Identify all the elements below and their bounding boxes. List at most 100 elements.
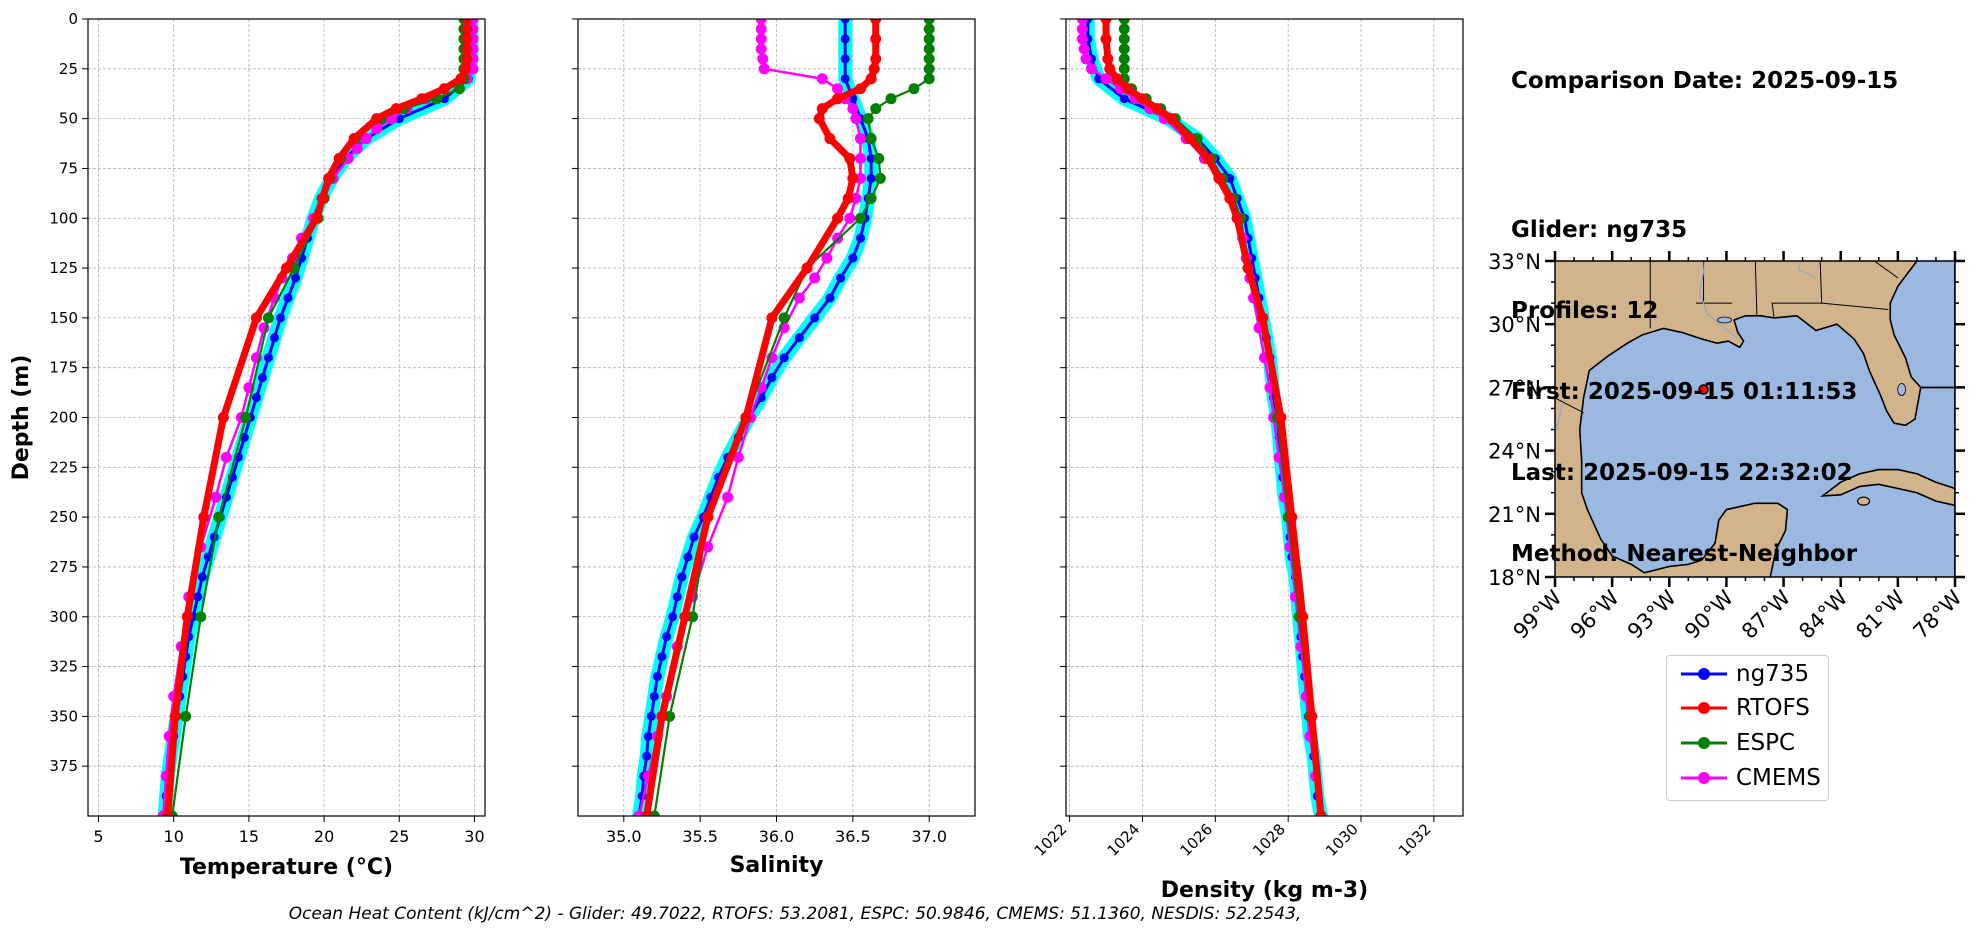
first-time: First: 2025-09-15 01:11:53: [1511, 379, 1858, 405]
data-point: [793, 292, 805, 304]
data-point: [1118, 63, 1130, 75]
legend-marker: [1698, 737, 1710, 749]
y-tick-label: 250: [49, 508, 78, 526]
data-point: [689, 532, 699, 542]
data-point: [1122, 83, 1134, 95]
map-frame: [1554, 260, 1956, 578]
x-tick-label: 36.5: [835, 827, 871, 846]
data-point: [801, 262, 813, 274]
data-point: [1213, 172, 1225, 184]
data-point: [283, 293, 293, 303]
data-point: [652, 672, 662, 682]
data-point: [461, 23, 473, 35]
y-tick-label: 175: [49, 359, 78, 377]
x-tick-label: 35.0: [606, 827, 642, 846]
data-point: [455, 73, 467, 85]
data-point: [1085, 63, 1097, 75]
data-point: [923, 43, 935, 55]
y-tick-label: 350: [49, 707, 78, 725]
data-point: [1076, 19, 1088, 25]
data-point: [854, 83, 866, 95]
data-point: [687, 611, 699, 623]
data-point: [832, 83, 844, 95]
data-point: [195, 611, 207, 623]
data-point: [870, 19, 882, 25]
y-tick-label: 200: [49, 409, 78, 427]
border-line: [1821, 302, 1889, 310]
data-point: [840, 19, 850, 24]
data-point: [1118, 33, 1130, 45]
x-tick-label: 10: [164, 827, 184, 846]
x-tick-label: 36.0: [759, 827, 795, 846]
data-point: [459, 63, 471, 75]
data-point: [1224, 192, 1236, 204]
data-point: [854, 212, 866, 224]
comparison-date: Comparison Date: 2025-09-15: [1511, 68, 1899, 94]
x-tick-label: 1028: [1249, 820, 1289, 860]
data-point: [779, 353, 789, 363]
atlantic-ocean: [1889, 261, 1955, 389]
x-tick-label: 1032: [1395, 820, 1435, 860]
x-tick-label: 1026: [1176, 820, 1216, 860]
map-lat-label: 21°N: [1488, 503, 1541, 527]
data-point: [866, 153, 876, 163]
data-point: [758, 63, 770, 75]
x-tick-label: 30: [464, 827, 484, 846]
data-point: [816, 73, 828, 85]
gulf-ocean: [1578, 314, 1955, 577]
legend-item: ng735: [1679, 659, 1824, 689]
series-rtofs: [641, 19, 882, 816]
method: Method: Nearest-Neighbor: [1511, 541, 1858, 567]
data-point: [1306, 710, 1318, 722]
data-point: [923, 23, 935, 35]
data-point: [251, 393, 261, 403]
data-point: [679, 611, 691, 623]
legend-label: ESPC: [1736, 730, 1796, 756]
data-point: [923, 19, 935, 25]
cuba-landmass: [1820, 468, 1955, 507]
data-point: [1100, 33, 1112, 45]
data-point: [865, 133, 877, 145]
data-point: [646, 711, 656, 721]
data-point: [850, 192, 862, 204]
y-tick-label: 100: [49, 209, 78, 227]
data-point: [1118, 43, 1130, 55]
salinity-panel: 35.0 35.5 36.0 36.5 37.0 Salinity: [572, 18, 976, 878]
y-tick-label: 75: [59, 159, 78, 177]
data-point: [1297, 611, 1309, 623]
data-point: [317, 192, 329, 204]
data-point: [923, 33, 935, 45]
data-point: [809, 272, 821, 284]
data-point: [677, 572, 687, 582]
data-point: [825, 293, 835, 303]
data-point: [291, 273, 301, 283]
data-point: [848, 253, 858, 263]
data-point: [1102, 53, 1114, 65]
data-point: [778, 312, 790, 324]
data-point: [865, 192, 877, 204]
y-tick-label: 150: [49, 309, 78, 327]
data-point: [870, 103, 882, 115]
data-point: [832, 212, 844, 224]
data-point: [461, 33, 473, 45]
x-tick-label: 35.5: [682, 827, 718, 846]
data-point: [311, 212, 323, 224]
x-tick-label: 5: [93, 827, 103, 846]
data-point: [1286, 511, 1298, 523]
series-espc: [648, 19, 935, 816]
legend-item: CMEMS: [1679, 763, 1824, 793]
map-lat-label: 24°N: [1488, 440, 1541, 464]
data-point: [923, 73, 935, 85]
data-point: [351, 143, 363, 155]
data-point: [1118, 19, 1130, 25]
river-mississippi: [1699, 261, 1739, 340]
border-line: [1771, 261, 1823, 318]
data-point: [908, 83, 920, 95]
ohc-caption: Ocean Heat Content (kJ/cm^2) - Glider: 4…: [288, 904, 1302, 924]
data-point: [217, 412, 229, 423]
y-axis-label: Depth (m): [9, 355, 34, 481]
data-point: [810, 313, 820, 323]
y-tick-label: 325: [49, 658, 78, 676]
data-point: [1275, 412, 1287, 423]
data-point: [453, 83, 465, 95]
